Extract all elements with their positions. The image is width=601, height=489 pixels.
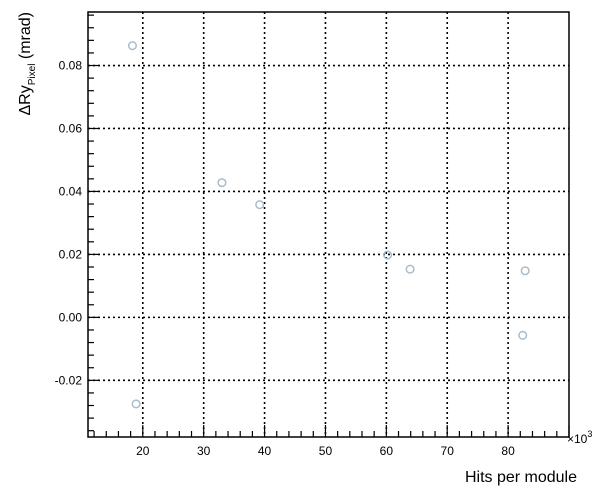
x-tick-label: 80	[501, 444, 515, 458]
y-axis-title: ΔRyPixel (mrad)	[17, 12, 38, 116]
y-tick-label: 0.04	[59, 184, 83, 198]
y-tick-label: -0.02	[55, 373, 83, 387]
x-tick-label: 70	[441, 444, 455, 458]
x-tick-label: 40	[258, 444, 272, 458]
x-axis-multiplier: ×103	[567, 429, 592, 446]
x-tick-label: 20	[136, 444, 150, 458]
x-tick-labels: 20 30 40 50 60 70 80	[136, 444, 515, 458]
x-tick-label: 60	[380, 444, 394, 458]
grid	[88, 12, 569, 437]
y-tick-label: 0.02	[59, 247, 83, 261]
data-point	[518, 330, 528, 340]
y-tick-label: 0.00	[59, 310, 83, 324]
x-multiplier-base: ×10	[567, 432, 588, 446]
data-point	[217, 178, 227, 188]
x-tick-label: 30	[197, 444, 211, 458]
axis-ticks	[88, 14, 570, 437]
x-multiplier-exponent: 3	[587, 429, 592, 439]
data-points	[127, 41, 530, 409]
y-tick-labels: -0.02 0.00 0.02 0.04 0.06 0.08	[55, 59, 83, 388]
x-axis-title: Hits per module	[465, 469, 577, 486]
data-point	[131, 399, 141, 409]
plot-frame	[87, 11, 570, 438]
y-axis-title-subscript: Pixel	[27, 64, 38, 86]
data-point	[127, 41, 137, 51]
x-tick-label: 50	[319, 444, 333, 458]
y-axis-title-prefix: ΔRy	[17, 85, 34, 115]
data-point	[383, 250, 393, 260]
data-point	[255, 200, 265, 210]
y-tick-label: 0.08	[59, 59, 83, 73]
y-tick-label: 0.06	[59, 121, 83, 135]
y-axis-title-suffix: (mrad)	[17, 12, 34, 64]
data-point	[405, 264, 415, 274]
data-point	[520, 266, 530, 276]
